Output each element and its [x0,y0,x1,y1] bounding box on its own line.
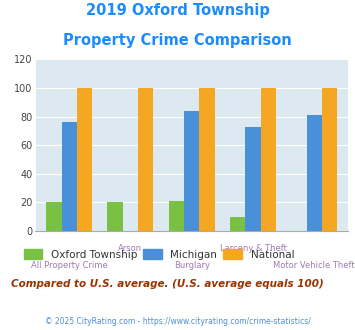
Bar [169,201,184,231]
Bar [108,202,123,231]
Text: Compared to U.S. average. (U.S. average equals 100): Compared to U.S. average. (U.S. average … [11,279,323,289]
Bar [200,88,215,231]
Text: 2019 Oxford Township: 2019 Oxford Township [86,3,269,18]
Bar [184,111,200,231]
Bar [322,88,337,231]
Bar [230,217,245,231]
Text: Motor Vehicle Theft: Motor Vehicle Theft [273,261,355,270]
Text: © 2025 CityRating.com - https://www.cityrating.com/crime-statistics/: © 2025 CityRating.com - https://www.city… [45,317,310,326]
Legend: Oxford Township, Michigan, National: Oxford Township, Michigan, National [20,245,298,264]
Text: Property Crime Comparison: Property Crime Comparison [63,33,292,48]
Bar [46,202,61,231]
Bar [307,115,322,231]
Text: Burglary: Burglary [174,261,210,270]
Text: All Property Crime: All Property Crime [31,261,108,270]
Text: Arson: Arson [118,244,142,253]
Text: Larceny & Theft: Larceny & Theft [219,244,286,253]
Bar [77,88,92,231]
Bar [245,127,261,231]
Bar [61,122,77,231]
Bar [261,88,276,231]
Bar [138,88,153,231]
